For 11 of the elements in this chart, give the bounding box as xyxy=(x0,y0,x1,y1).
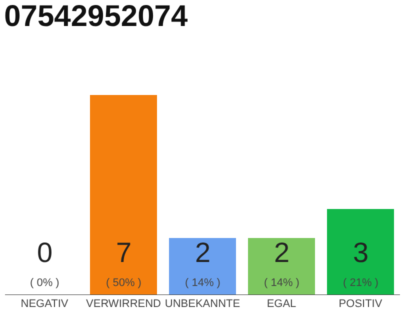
x-tick-label: POSITIV xyxy=(338,298,383,310)
chart-title: 07542952074 xyxy=(4,0,188,33)
x-tick-label: EGAL xyxy=(266,298,296,310)
data-label: 2 ( 14% ) xyxy=(185,237,220,289)
x-tick-label: NEGATIV xyxy=(20,298,69,310)
data-label: 0 ( 0% ) xyxy=(30,237,60,289)
data-label: 2 ( 14% ) xyxy=(264,237,300,289)
data-label: 3 ( 21% ) xyxy=(343,237,378,289)
data-label: 7 ( 50% ) xyxy=(106,237,142,289)
x-tick-label: VERWIRREND xyxy=(86,298,162,310)
x-tick-label: UNBEKANNTE xyxy=(164,298,240,310)
